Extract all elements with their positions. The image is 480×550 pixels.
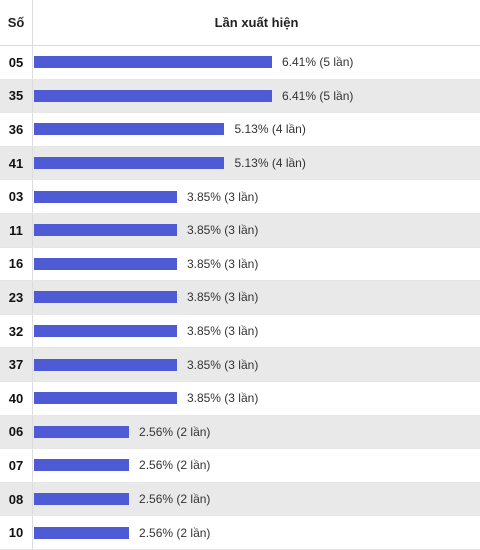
bar-cell: 5.13% (4 lần) <box>33 147 480 180</box>
number-label: 06 <box>0 415 33 449</box>
bar-cell: 3.85% (3 lần) <box>33 180 480 213</box>
number-label: 08 <box>0 482 33 516</box>
bar <box>34 157 225 170</box>
bar-cell: 2.56% (2 lần) <box>33 483 480 516</box>
bar-cell: 3.85% (3 lần) <box>33 348 480 381</box>
number-label: 16 <box>0 247 33 281</box>
bar-value-label: 2.56% (2 lần) <box>139 525 211 540</box>
number-label: 36 <box>0 113 33 146</box>
bar-value-label: 3.85% (3 lần) <box>186 256 259 271</box>
bar-rows: 05 6.41% (5 lần) 35 6.41% (5 lần) 36 5.13% (4… <box>0 46 480 550</box>
number-label: 10 <box>0 516 33 549</box>
table-row: 23 3.85% (3 lần) <box>0 281 480 315</box>
number-label: 35 <box>0 79 33 113</box>
number-label: 07 <box>0 449 33 482</box>
bar <box>34 526 130 539</box>
bar-cell: 3.85% (3 lần) <box>33 281 480 314</box>
table-row: 41 5.13% (4 lần) <box>0 146 480 181</box>
bar-cell: 2.56% (2 lần) <box>33 516 480 549</box>
number-label: 40 <box>0 381 33 415</box>
bar <box>34 89 272 102</box>
table-row: 36 5.13% (4 lần) <box>0 113 480 147</box>
bar-value-label: 2.56% (2 lần) <box>139 492 211 507</box>
bar-cell: 6.41% (5 lần) <box>33 80 480 113</box>
bar <box>34 493 130 506</box>
bar-value-label: 3.85% (3 lần) <box>186 290 259 305</box>
number-label: 32 <box>0 314 33 348</box>
bar-value-label: 3.85% (3 lần) <box>186 223 259 238</box>
number-label: 41 <box>0 146 33 180</box>
bar <box>34 190 177 203</box>
number-label: 23 <box>0 281 33 314</box>
table-row: 08 2.56% (2 lần) <box>0 482 480 517</box>
bar-cell: 5.13% (4 lần) <box>33 113 480 146</box>
number-label: 05 <box>0 46 33 79</box>
bar <box>34 257 177 270</box>
bar-value-label: 2.56% (2 lần) <box>139 424 211 439</box>
bar-value-label: 3.85% (3 lần) <box>186 324 259 339</box>
bar-value-label: 5.13% (4 lần) <box>234 122 306 137</box>
table-row: 10 2.56% (2 lần) <box>0 516 480 550</box>
bar-cell: 3.85% (3 lần) <box>33 315 480 348</box>
number-column-header: Số <box>0 0 33 45</box>
table-row: 16 3.85% (3 lần) <box>0 247 480 282</box>
bar-cell: 6.41% (5 lần) <box>33 46 480 79</box>
bar-value-label: 6.41% (5 lần) <box>282 88 354 103</box>
table-row: 11 3.85% (3 lần) <box>0 213 480 248</box>
bar-cell: 2.56% (2 lần) <box>33 416 480 449</box>
bar <box>34 392 177 405</box>
bar <box>34 325 177 338</box>
bar <box>34 425 130 438</box>
bar <box>34 224 177 237</box>
bar-cell: 3.85% (3 lần) <box>33 214 480 247</box>
table-row: 06 2.56% (2 lần) <box>0 415 480 450</box>
table-row: 37 3.85% (3 lần) <box>0 348 480 382</box>
bar-value-label: 2.56% (2 lần) <box>139 458 211 473</box>
bar-cell: 3.85% (3 lần) <box>33 248 480 281</box>
bar <box>34 123 225 136</box>
number-label: 37 <box>0 348 33 381</box>
bar-value-label: 3.85% (3 lần) <box>186 391 259 406</box>
table-row: 40 3.85% (3 lần) <box>0 381 480 416</box>
bar <box>34 459 130 472</box>
table-row: 32 3.85% (3 lần) <box>0 314 480 349</box>
bar-value-label: 3.85% (3 lần) <box>186 357 259 372</box>
table-row: 03 3.85% (3 lần) <box>0 180 480 214</box>
number-label: 11 <box>0 213 33 247</box>
bar-value-label: 6.41% (5 lần) <box>282 55 354 70</box>
bar-cell: 3.85% (3 lần) <box>33 382 480 415</box>
table-row: 05 6.41% (5 lần) <box>0 46 480 80</box>
bar-value-label: 3.85% (3 lần) <box>186 189 259 204</box>
number-label: 03 <box>0 180 33 213</box>
count-column-header: Lần xuất hiện <box>214 15 299 30</box>
bar-cell: 2.56% (2 lần) <box>33 449 480 482</box>
bar <box>34 358 177 371</box>
bar-value-label: 5.13% (4 lần) <box>234 156 306 171</box>
table-row: 35 6.41% (5 lần) <box>0 79 480 114</box>
table-header: Số Lần xuất hiện <box>0 0 480 46</box>
bar <box>34 291 177 304</box>
bar <box>34 56 272 69</box>
table-row: 07 2.56% (2 lần) <box>0 449 480 483</box>
